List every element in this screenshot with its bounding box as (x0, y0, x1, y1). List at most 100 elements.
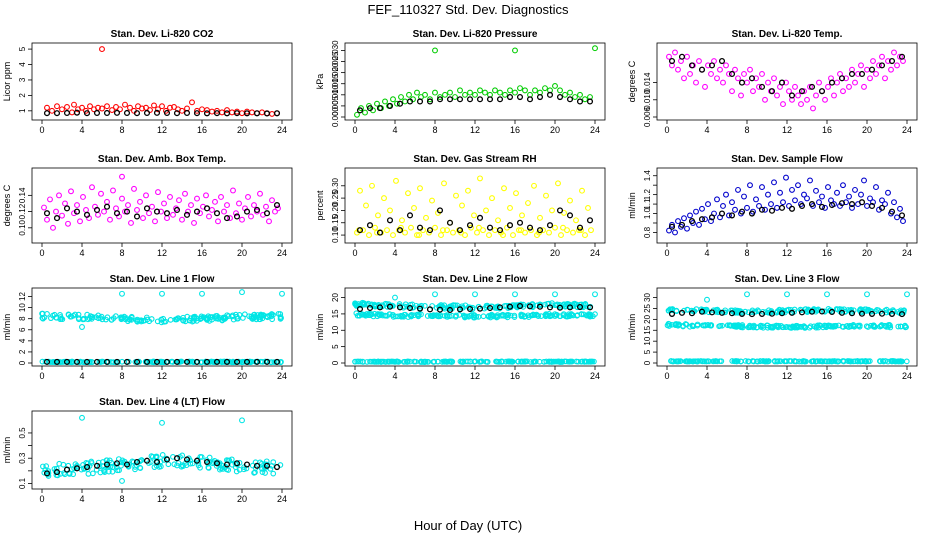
data-point (678, 309, 686, 316)
y-tick-label: 0.3 (18, 452, 27, 464)
y-tick-label: 0 (643, 360, 652, 365)
data-point (161, 200, 167, 207)
data-point (153, 109, 161, 116)
data-point (223, 461, 231, 468)
data-point (786, 88, 792, 95)
data-point (393, 177, 399, 184)
data-point (723, 62, 729, 69)
data-point (360, 301, 367, 308)
data-point (688, 307, 695, 314)
data-point (516, 93, 524, 101)
data-point (870, 322, 877, 329)
series-zero (668, 358, 910, 365)
data-point (198, 315, 205, 321)
data-point (758, 206, 766, 213)
data-point (502, 91, 508, 98)
data-point (688, 218, 696, 225)
data-point (734, 358, 741, 364)
data-point (107, 216, 113, 223)
x-tick-label: 16 (822, 125, 832, 135)
data-point (431, 312, 438, 319)
x-tick-label: 16 (510, 371, 520, 381)
data-point (560, 311, 567, 317)
data-point (460, 312, 467, 319)
data-point (741, 193, 747, 200)
data-point (137, 465, 144, 471)
data-point (442, 91, 448, 98)
x-tick-label: 8 (119, 248, 124, 258)
data-point (233, 460, 241, 467)
data-point (838, 309, 846, 316)
x-tick-label: 16 (510, 248, 520, 258)
data-point (515, 358, 522, 365)
series-zero (352, 358, 597, 365)
data-point (426, 306, 434, 313)
data-point (203, 192, 209, 199)
data-point (834, 79, 840, 86)
data-point (786, 324, 792, 330)
plot-data (664, 291, 910, 365)
data-point (798, 307, 805, 313)
data-point (59, 106, 65, 113)
data-point (825, 83, 831, 90)
x-tick-label: 24 (277, 125, 287, 135)
data-point (873, 184, 879, 191)
data-point (698, 66, 706, 73)
data-point (356, 305, 364, 313)
data-point (807, 83, 813, 90)
data-point (848, 201, 856, 208)
data-point (809, 358, 816, 365)
data-point (525, 312, 531, 319)
data-point (405, 190, 411, 197)
data-point (825, 184, 831, 191)
data-point (457, 358, 464, 365)
data-point (133, 358, 141, 365)
data-point (416, 98, 424, 105)
data-point (506, 222, 514, 229)
data-point (363, 202, 369, 209)
data-point (413, 358, 419, 365)
x-tick-label: 8 (744, 125, 749, 135)
data-point (708, 214, 716, 221)
data-point (457, 87, 463, 94)
data-point (189, 460, 196, 467)
x-tick-label: 20 (550, 248, 560, 258)
data-point (726, 71, 732, 77)
y-tick-label: 0.12 (18, 203, 27, 219)
data-point (209, 108, 215, 115)
data-point (144, 316, 150, 323)
data-point (898, 53, 906, 60)
data-point (203, 110, 211, 117)
data-point (556, 304, 564, 311)
data-point (864, 66, 870, 73)
data-point (732, 66, 738, 73)
data-point (245, 194, 251, 200)
data-point (698, 216, 706, 223)
data-point (243, 110, 251, 117)
data-point (223, 215, 231, 222)
data-point (861, 177, 867, 184)
data-point (738, 92, 744, 99)
data-point (239, 216, 245, 223)
y-tick-label: 0.20 (331, 202, 340, 218)
data-point (753, 75, 759, 82)
data-point (83, 464, 91, 471)
x-tick-label: 4 (79, 371, 84, 381)
data-point (193, 358, 201, 365)
data-point (512, 47, 518, 54)
data-point (768, 207, 776, 214)
data-point (729, 199, 735, 206)
data-point (436, 306, 444, 313)
data-point (213, 358, 221, 365)
data-point (93, 109, 101, 117)
data-point (810, 105, 816, 112)
data-point (89, 184, 95, 191)
data-point (708, 309, 716, 316)
data-point (213, 460, 221, 467)
data-point (867, 75, 873, 82)
data-point (271, 359, 277, 365)
data-point (572, 94, 578, 100)
data-point (363, 301, 370, 308)
y-tick-label: 0.30 (331, 177, 340, 193)
